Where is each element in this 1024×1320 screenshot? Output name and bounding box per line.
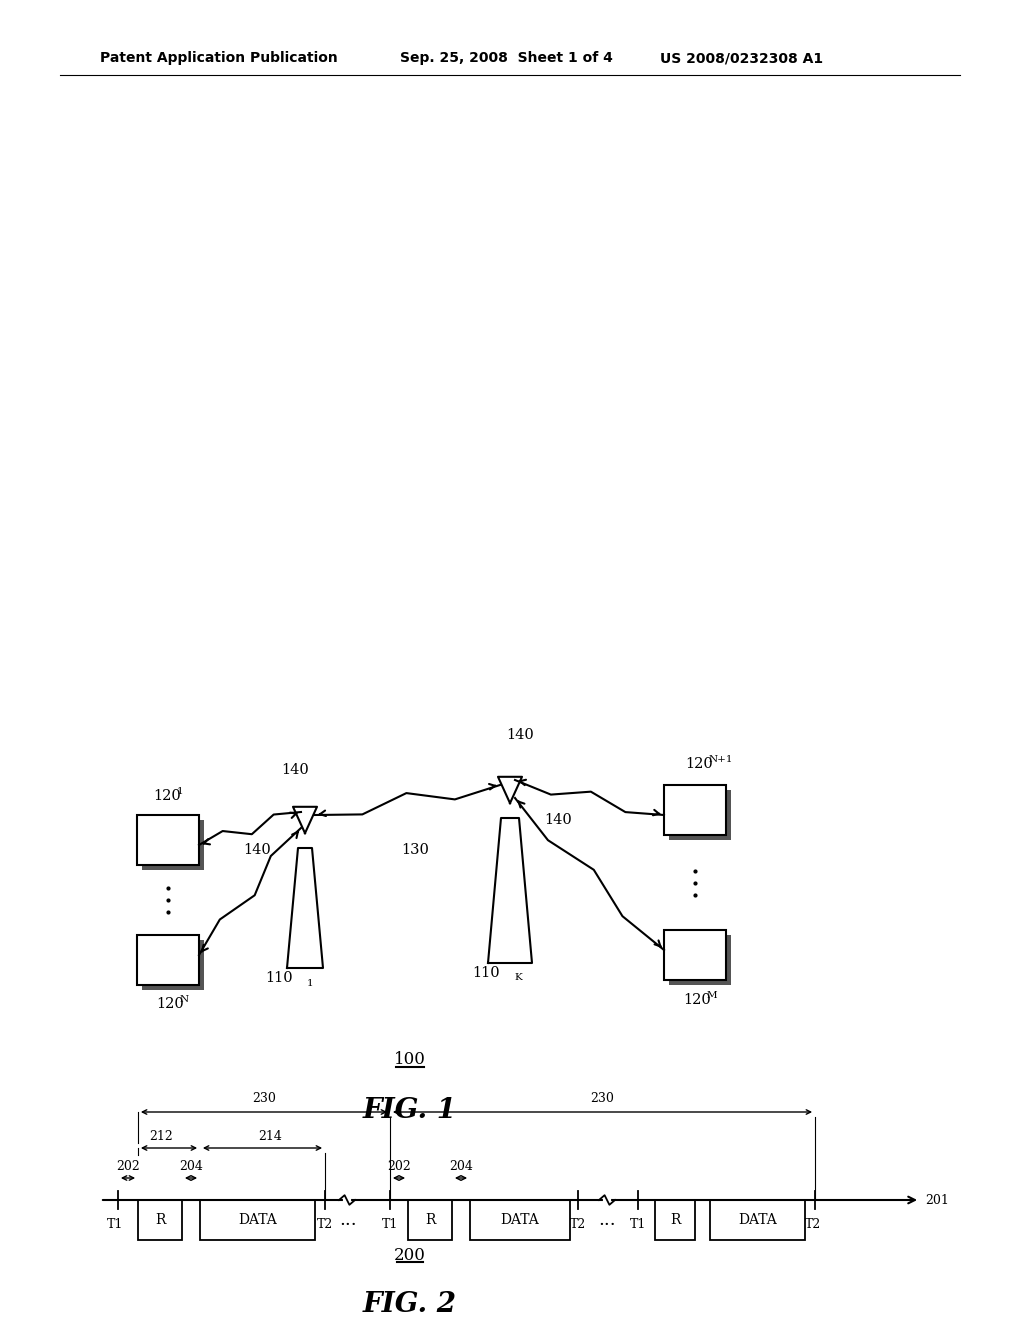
Bar xyxy=(137,935,199,985)
Text: T2: T2 xyxy=(805,1217,821,1230)
Text: 200: 200 xyxy=(394,1246,426,1263)
Bar xyxy=(655,1200,695,1239)
Polygon shape xyxy=(498,776,522,803)
Text: 110: 110 xyxy=(265,972,293,985)
Text: R: R xyxy=(155,1213,165,1228)
Text: N+1: N+1 xyxy=(709,755,733,763)
Text: 1: 1 xyxy=(177,787,183,796)
Text: 204: 204 xyxy=(450,1159,473,1172)
Text: 202: 202 xyxy=(387,1159,411,1172)
Text: 140: 140 xyxy=(243,843,271,857)
Text: T2: T2 xyxy=(316,1217,333,1230)
Text: T1: T1 xyxy=(106,1217,123,1230)
Bar xyxy=(138,1200,182,1239)
Text: 100: 100 xyxy=(394,1052,426,1068)
Bar xyxy=(142,940,204,990)
Text: ...: ... xyxy=(598,1210,615,1229)
Bar xyxy=(669,789,731,840)
Bar xyxy=(664,785,726,836)
Text: K: K xyxy=(514,974,522,982)
Text: 210: 210 xyxy=(143,1217,167,1230)
Polygon shape xyxy=(287,847,323,968)
Polygon shape xyxy=(488,818,532,964)
Text: 201: 201 xyxy=(925,1193,949,1206)
Text: R: R xyxy=(425,1213,435,1228)
Text: 230: 230 xyxy=(591,1092,614,1105)
Bar xyxy=(664,931,726,979)
Text: T2: T2 xyxy=(570,1217,586,1230)
Polygon shape xyxy=(293,807,317,833)
Text: 110: 110 xyxy=(472,966,500,979)
Bar xyxy=(470,1200,570,1239)
Bar xyxy=(200,1200,315,1239)
Text: 1: 1 xyxy=(307,978,313,987)
Text: FIG. 1: FIG. 1 xyxy=(362,1097,457,1123)
Text: 120: 120 xyxy=(156,997,183,1011)
Text: 140: 140 xyxy=(282,763,309,777)
Bar xyxy=(710,1200,805,1239)
Bar xyxy=(669,935,731,985)
Bar xyxy=(408,1200,452,1239)
Text: T1: T1 xyxy=(630,1217,646,1230)
Text: N: N xyxy=(180,994,189,1003)
Text: DATA: DATA xyxy=(738,1213,777,1228)
Text: 214: 214 xyxy=(259,1130,283,1143)
Text: 120: 120 xyxy=(685,756,713,771)
Text: 212: 212 xyxy=(150,1130,173,1143)
Bar xyxy=(142,820,204,870)
Text: ...: ... xyxy=(339,1210,356,1229)
Text: 140: 140 xyxy=(544,813,571,828)
Text: T1: T1 xyxy=(382,1217,398,1230)
Bar xyxy=(137,814,199,865)
Text: 204: 204 xyxy=(179,1159,203,1172)
Text: 140: 140 xyxy=(506,729,534,742)
Text: DATA: DATA xyxy=(501,1213,540,1228)
Text: Patent Application Publication: Patent Application Publication xyxy=(100,51,338,65)
Text: US 2008/0232308 A1: US 2008/0232308 A1 xyxy=(660,51,823,65)
Text: 220: 220 xyxy=(246,1217,269,1230)
Text: FIG. 2: FIG. 2 xyxy=(362,1291,457,1319)
Text: M: M xyxy=(707,990,718,999)
Text: 120: 120 xyxy=(683,993,711,1007)
Text: 130: 130 xyxy=(401,843,429,857)
Text: DATA: DATA xyxy=(239,1213,276,1228)
Text: 230: 230 xyxy=(252,1092,275,1105)
Text: 120: 120 xyxy=(153,789,181,803)
Text: 202: 202 xyxy=(116,1159,140,1172)
Text: R: R xyxy=(670,1213,680,1228)
Text: Sep. 25, 2008  Sheet 1 of 4: Sep. 25, 2008 Sheet 1 of 4 xyxy=(400,51,613,65)
